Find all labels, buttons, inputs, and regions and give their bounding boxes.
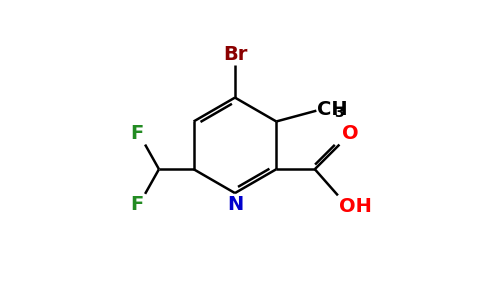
Text: F: F: [130, 195, 144, 214]
Text: F: F: [130, 124, 144, 143]
Text: O: O: [342, 124, 358, 143]
Text: CH: CH: [317, 100, 348, 119]
Text: OH: OH: [339, 197, 372, 216]
Text: Br: Br: [223, 45, 247, 64]
Text: N: N: [227, 195, 243, 214]
Text: 3: 3: [334, 106, 344, 120]
